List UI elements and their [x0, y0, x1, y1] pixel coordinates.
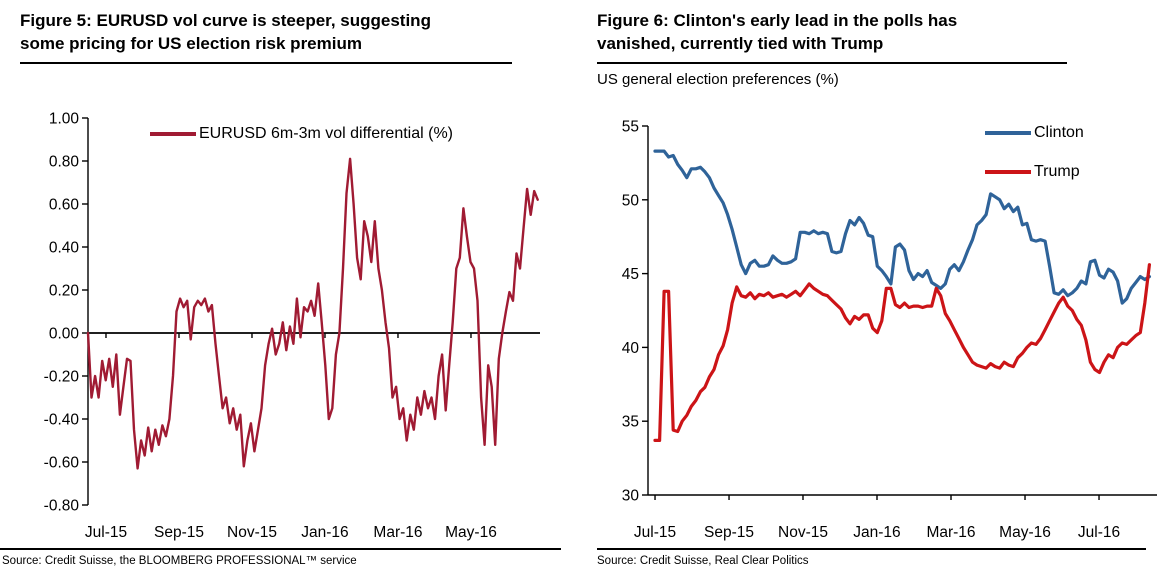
figure6-panel: Figure 6: Clinton's early lead in the po… — [582, 0, 1164, 585]
figure6-source-rule — [597, 548, 1146, 550]
figure6-title: Figure 6: Clinton's early lead in the po… — [597, 10, 1067, 65]
clinton-legend-line-swatch — [985, 131, 1031, 135]
trump-legend-label: Trump — [1034, 163, 1080, 180]
x-tick-label: Nov-15 — [227, 524, 277, 541]
fig6-clinton-line — [653, 149, 1152, 305]
figure6-chart: 55 50 45 40 35 30 Jul-15 Sep-15 Nov-15 Jan-16 Mar-… — [622, 119, 1157, 541]
figure5-panel: Figure 5: EURUSD vol curve is steeper, s… — [0, 10, 561, 567]
figure5-source-text: Source: Credit Suisse, the BLOOMBERG PRO… — [2, 555, 357, 567]
x-tick-label: Jul-15 — [85, 524, 127, 541]
axes — [82, 117, 89, 506]
x-tick-label: Jul-15 — [634, 524, 676, 541]
figure5-legend: EURUSD 6m-3m vol differential (%) — [150, 125, 453, 143]
y-tick-label: -0.40 — [44, 412, 80, 429]
figure5-chart: 1.00 0.80 0.60 0.40 0.20 0.00 -0.20 -0.40 -0.60 -… — [44, 111, 540, 541]
y-tick-label: 50 — [622, 192, 640, 209]
y-tick-label: 40 — [622, 340, 640, 357]
trump-legend-line-swatch — [985, 170, 1031, 174]
clinton-legend-label: Clinton — [1034, 124, 1084, 141]
y-tick-label: 0.80 — [49, 154, 80, 171]
y-tick-label: 0.60 — [49, 197, 80, 214]
y-tick-label: 0.40 — [49, 240, 80, 257]
figure6-source-text: Source: Credit Suisse, Real Clear Politi… — [597, 555, 809, 567]
x-tick-label: Sep-15 — [154, 524, 204, 541]
figure5-title: Figure 5: EURUSD vol curve is steeper, s… — [20, 10, 512, 65]
x-tick-label: Mar-16 — [373, 524, 422, 541]
figure5-legend-label: EURUSD 6m-3m vol differential (%) — [199, 125, 453, 142]
y-tick-label: 45 — [622, 266, 639, 283]
fig6-trump-line — [653, 263, 1152, 442]
y-tick-label: 55 — [622, 119, 639, 136]
x-tick-label: Jan-16 — [301, 524, 348, 541]
figure6-legend-trump: Trump — [985, 162, 1080, 182]
x-tick-label: Jan-16 — [853, 524, 900, 541]
y-tick-label: 30 — [622, 488, 640, 505]
y-tick-label: 1.00 — [49, 111, 80, 128]
x-tick-label: Sep-15 — [704, 524, 754, 541]
figure5-legend-line-swatch — [150, 132, 196, 136]
y-tick-label: -0.20 — [44, 369, 80, 386]
zero-line — [88, 332, 540, 338]
x-tick-label: Nov-15 — [778, 524, 828, 541]
y-tick-label: -0.60 — [44, 455, 80, 472]
figure5-source-rule — [0, 548, 561, 550]
x-tick-label: May-16 — [445, 524, 497, 541]
y-tick-label: -0.80 — [44, 498, 80, 515]
y-tick-label: 0.00 — [49, 326, 80, 343]
figure6-legend: Clinton Trump — [985, 123, 1084, 182]
figure6-subtitle: US general election preferences (%) — [597, 71, 839, 89]
fig5-vol-differential-line — [86, 157, 539, 470]
figure6-legend-clinton: Clinton — [985, 123, 1084, 143]
y-tick-label: 35 — [622, 414, 639, 431]
y-tick-label: 0.20 — [49, 283, 80, 300]
axes — [642, 125, 1157, 500]
x-tick-label: Mar-16 — [926, 524, 975, 541]
x-tick-label: May-16 — [999, 524, 1051, 541]
x-tick-label: Jul-16 — [1078, 524, 1120, 541]
